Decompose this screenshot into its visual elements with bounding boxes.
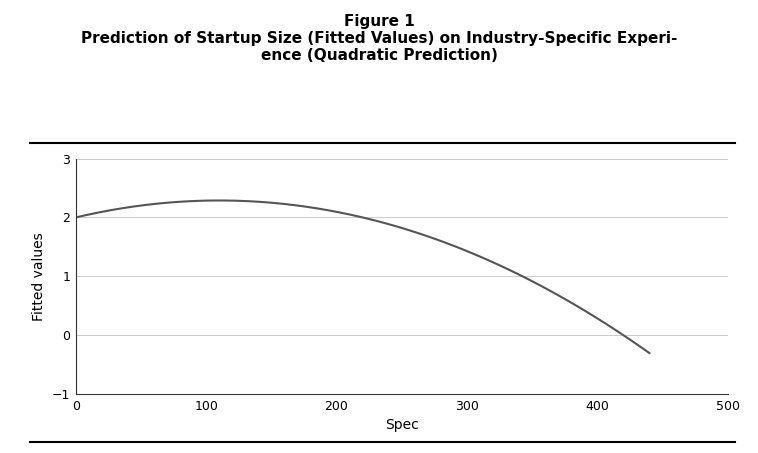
Text: Figure 1
Prediction of Startup Size (Fitted Values) on Industry-Specific Experi-: Figure 1 Prediction of Startup Size (Fit…	[81, 14, 677, 63]
Y-axis label: Fitted values: Fitted values	[33, 232, 46, 321]
X-axis label: Spec: Spec	[385, 418, 418, 432]
